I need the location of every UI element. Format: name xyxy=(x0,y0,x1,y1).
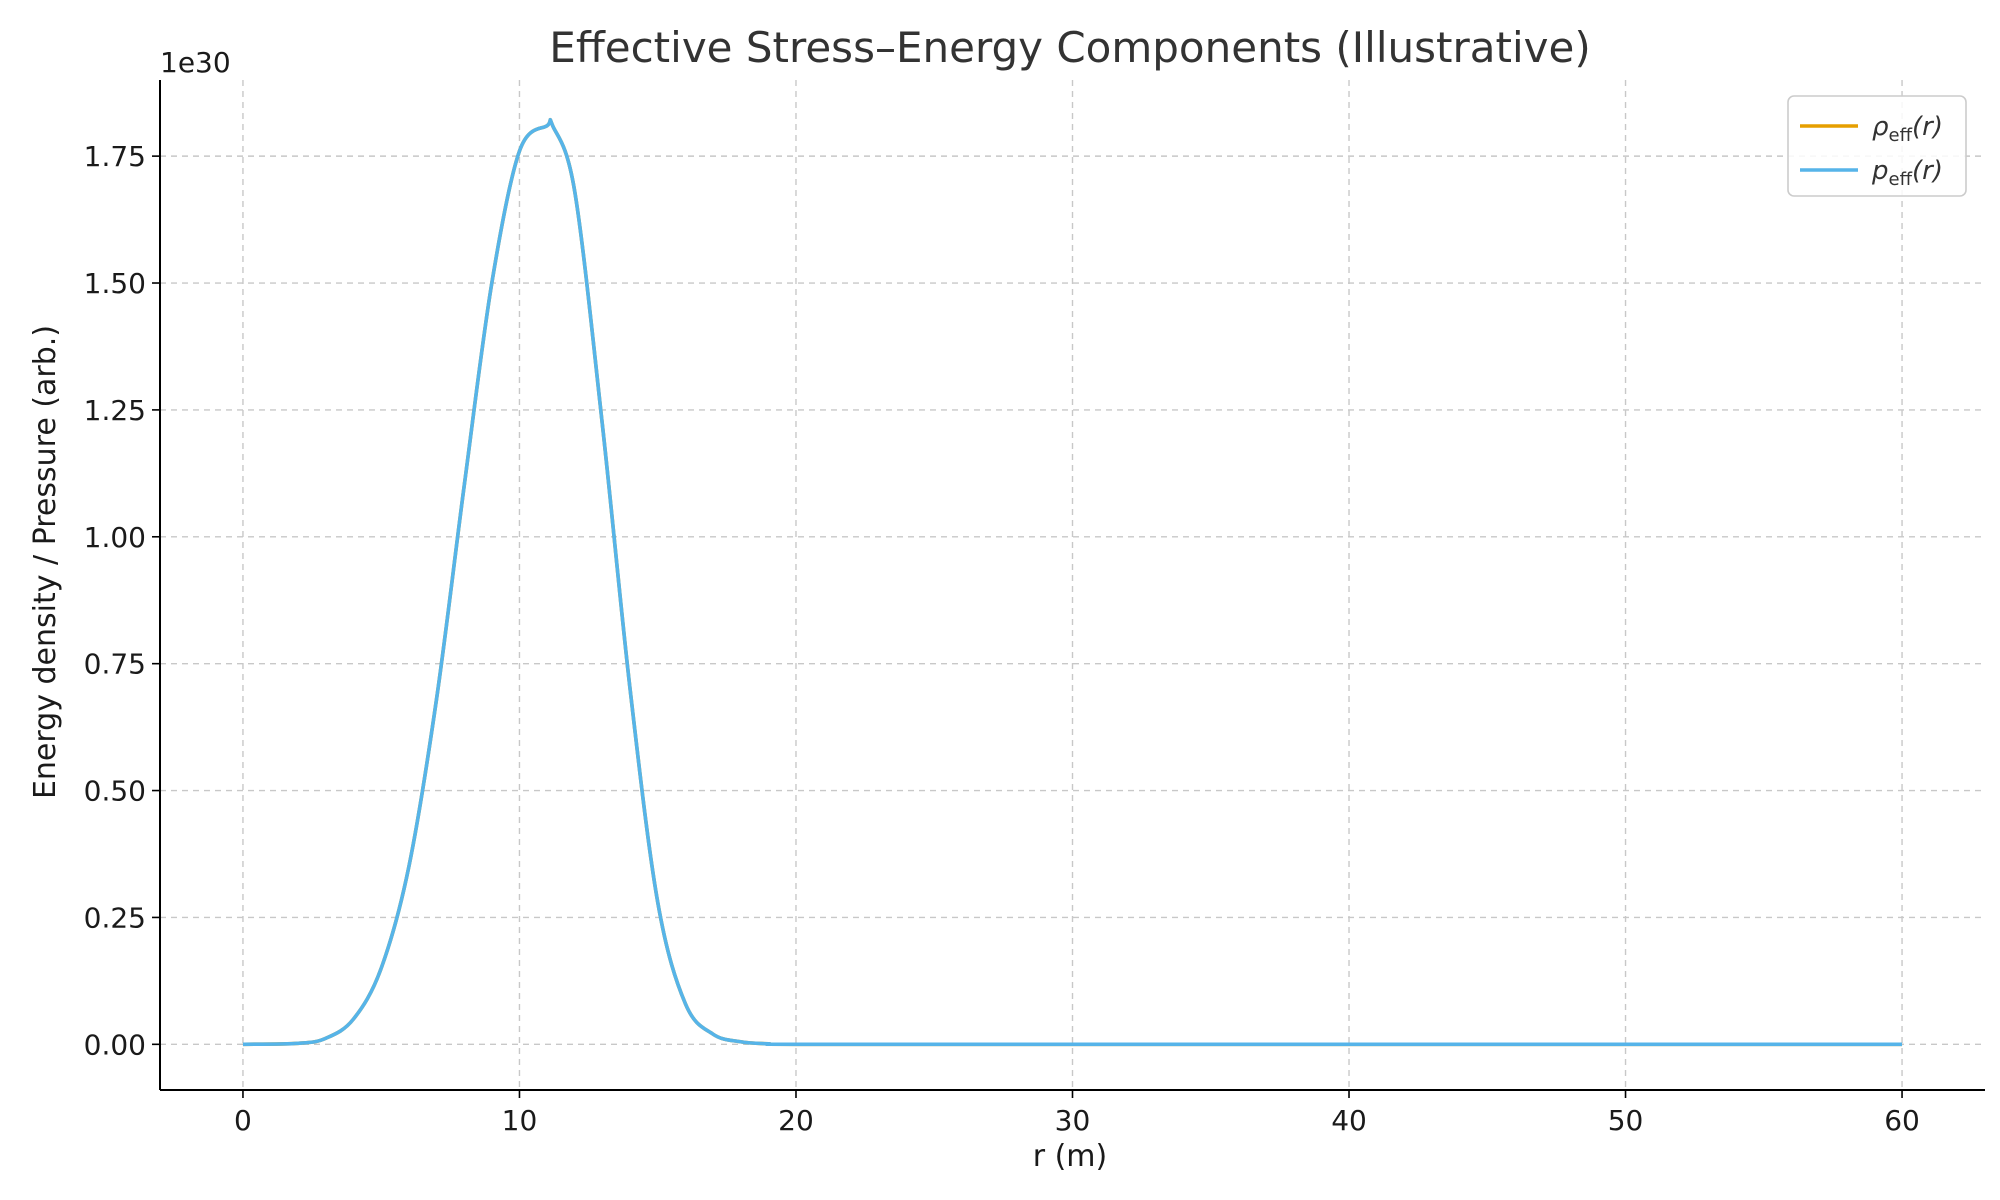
y-tick-label: 1.00 xyxy=(84,521,146,554)
x-tick-label: 30 xyxy=(1055,1104,1091,1137)
grid xyxy=(160,80,1985,1090)
legend: ρeff(r) peff(r) xyxy=(1787,95,1967,197)
y-tick-label: 0.75 xyxy=(84,648,146,681)
x-tick-label: 60 xyxy=(1884,1104,1920,1137)
series-line-p-eff xyxy=(242,117,1903,1047)
chart-title: Effective Stress–Energy Components (Illu… xyxy=(549,23,1590,72)
y-tick-label: 0.25 xyxy=(84,901,146,934)
x-tick-label: 0 xyxy=(234,1104,252,1137)
y-tick-label: 0.50 xyxy=(84,775,146,808)
y-tick-label: 1.50 xyxy=(84,267,146,300)
x-tick-label: 20 xyxy=(778,1104,814,1137)
x-axis-label: r (m) xyxy=(1033,1139,1108,1174)
y-ticks: 0.00 0.25 0.50 0.75 1.00 1.25 1.50 1.75 xyxy=(84,140,160,1061)
x-tick-label: 10 xyxy=(502,1104,538,1137)
y-offset-label: 1e30 xyxy=(160,46,231,79)
x-ticks: 0 10 20 30 40 50 60 xyxy=(234,1090,1920,1137)
y-tick-label: 1.75 xyxy=(84,140,146,173)
y-tick-label: 1.25 xyxy=(84,394,146,427)
y-axis-label: Energy density / Pressure (arb.) xyxy=(28,325,63,799)
legend-label: peff(r) xyxy=(1871,156,1943,190)
y-tick-label: 0.00 xyxy=(84,1028,146,1061)
x-tick-label: 40 xyxy=(1331,1104,1367,1137)
series-lines xyxy=(242,117,1903,1047)
legend-label: ρeff(r) xyxy=(1872,112,1943,146)
x-tick-label: 50 xyxy=(1608,1104,1644,1137)
